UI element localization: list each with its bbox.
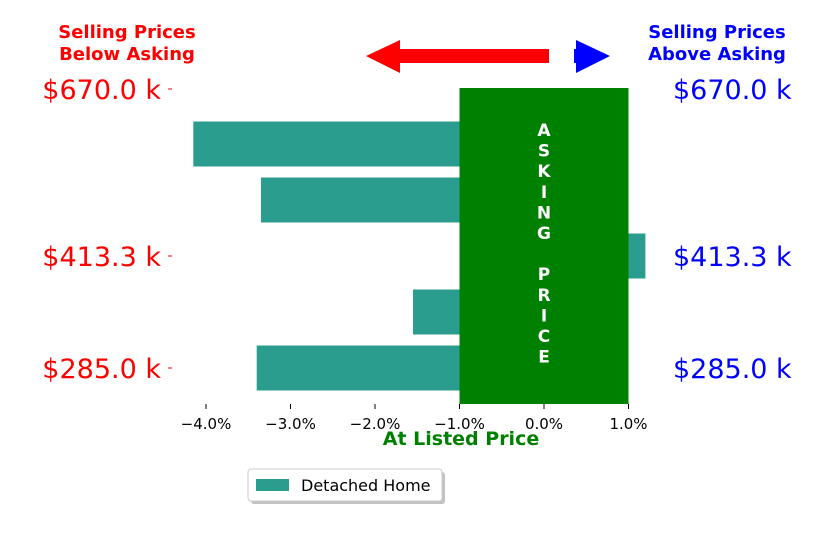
- x-tick-label: −2.0%: [350, 415, 401, 433]
- header-left-line2: Below Asking: [59, 44, 195, 65]
- legend: Detached Home: [247, 468, 445, 504]
- asking-label-letter: N: [537, 203, 551, 223]
- legend-label: Detached Home: [301, 476, 431, 495]
- x-tick-label: 0.0%: [525, 415, 563, 433]
- asking-label-letter: P: [538, 265, 550, 285]
- legend-swatch: [256, 479, 289, 491]
- header-right-line2: Above Asking: [648, 44, 786, 65]
- right-arrow-icon: [574, 40, 610, 73]
- x-tick-label: −4.0%: [181, 415, 232, 433]
- asking-label-letter: K: [537, 162, 551, 182]
- asking-price-band: [459, 88, 629, 404]
- asking-label-letter: A: [537, 121, 551, 141]
- y-tick-label-right: $670.0 k: [673, 75, 792, 106]
- asking-label-letter: I: [541, 183, 547, 203]
- y-tick-label-left: $670.0 k: [42, 75, 161, 106]
- asking-label-letter: S: [538, 142, 550, 162]
- asking-label-letter: E: [538, 348, 550, 368]
- header-right-line1: Selling Prices: [648, 22, 785, 43]
- y-tick-label-left: $285.0 k: [42, 354, 161, 385]
- y-tick-label-right: $285.0 k: [673, 354, 792, 385]
- asking-label-letter: G: [537, 224, 551, 244]
- x-tick-label: −1.0%: [434, 415, 485, 433]
- y-tick-label-left: $413.3 k: [42, 242, 161, 273]
- asking-label-letter: R: [537, 286, 550, 306]
- x-axis: −4.0% −3.0% −2.0% −1.0% 0.0% 1.0%: [181, 404, 648, 433]
- asking-label-letter: C: [538, 327, 550, 347]
- asking-label-letter: I: [541, 306, 547, 326]
- header-left-line1: Selling Prices: [58, 22, 195, 43]
- x-tick-label: −3.0%: [265, 415, 316, 433]
- y-tick-label-right: $413.3 k: [673, 242, 792, 273]
- left-arrow-icon: [366, 40, 549, 73]
- x-tick-label: 1.0%: [609, 415, 647, 433]
- x-axis-title: At Listed Price: [383, 428, 539, 450]
- y-tick-labels: $670.0 k $670.0 k $413.3 k $413.3 k $285.0 k…: [42, 75, 792, 385]
